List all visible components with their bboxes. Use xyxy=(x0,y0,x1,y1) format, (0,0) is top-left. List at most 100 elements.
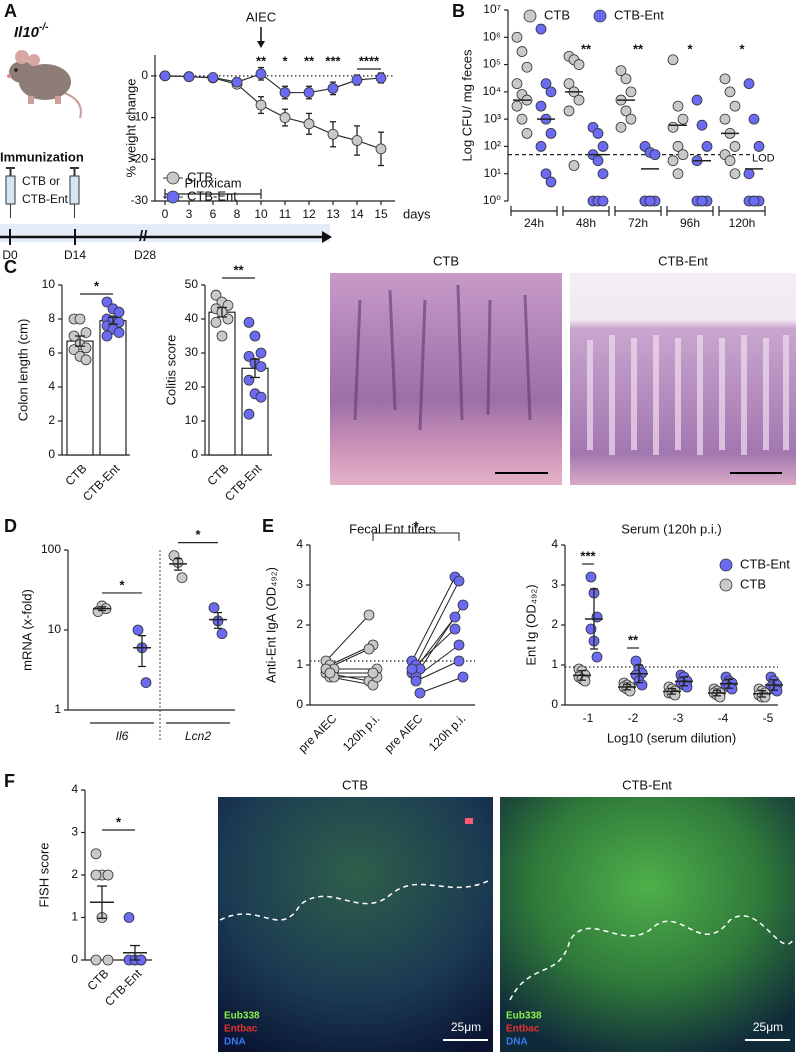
x-tick-label: 0 xyxy=(162,207,169,221)
data-point xyxy=(592,155,604,167)
chart-title: Serum (120h p.i.) xyxy=(621,521,721,536)
y-tick-label: 4 xyxy=(48,379,55,393)
y-axis-label: mRNA (x-fold) xyxy=(19,589,34,671)
significance: * xyxy=(282,53,288,68)
y-tick-label: 1 xyxy=(54,702,61,716)
legend-label: CTB-Ent xyxy=(187,188,237,203)
data-point xyxy=(243,374,255,386)
x-tick-label: Lcn2 xyxy=(185,729,211,743)
x-tick-label: 120h p.i. xyxy=(340,711,382,753)
panel-letter: A xyxy=(4,1,17,21)
data-point xyxy=(724,155,736,167)
data-point xyxy=(677,149,689,161)
data-point xyxy=(249,330,261,342)
x-tick-label: 96h xyxy=(680,216,700,230)
chart-title: Fecal Ent titers xyxy=(349,521,436,536)
data-point xyxy=(101,296,113,308)
y-tick-label: 10⁷ xyxy=(483,2,501,16)
data-point xyxy=(255,99,267,111)
y-tick-label: 2 xyxy=(551,617,558,631)
data-point xyxy=(597,168,609,180)
x-tick-label: 24h xyxy=(524,216,544,230)
data-point xyxy=(101,330,113,342)
data-point xyxy=(667,121,679,133)
y-tick-label: 0 xyxy=(71,952,78,966)
x-tick-label: -1 xyxy=(583,711,594,725)
y-tick-label: 3 xyxy=(71,825,78,839)
data-point xyxy=(696,195,708,207)
data-point xyxy=(324,667,336,679)
data-point xyxy=(80,354,92,366)
panel-letter: F xyxy=(4,771,15,791)
x-tick-label: 11 xyxy=(279,207,292,221)
legend-swatch xyxy=(166,190,180,204)
x-tick-label: 72h xyxy=(628,216,648,230)
x-tick-label: 48h xyxy=(576,216,596,230)
legend-swatch xyxy=(166,171,180,185)
y-tick-label: 3 xyxy=(296,577,303,591)
syringe xyxy=(5,167,80,218)
x-axis-label: days xyxy=(403,206,431,221)
event-arrowhead xyxy=(257,41,265,48)
data-point xyxy=(243,408,255,420)
data-point xyxy=(625,113,637,125)
data-point xyxy=(545,86,557,98)
y-axis-label: Ent Ig (OD₄₉₂) xyxy=(523,584,538,665)
data-point xyxy=(255,68,267,80)
series-line xyxy=(164,73,382,94)
y-tick-label: 10⁴ xyxy=(482,84,501,98)
x-tick-label: CTB xyxy=(204,461,231,488)
data-point xyxy=(729,168,741,180)
data-point xyxy=(90,869,102,881)
stain-label: Eub338 xyxy=(224,1011,260,1022)
data-point xyxy=(457,671,469,683)
timeline-arrow xyxy=(322,231,332,243)
data-point xyxy=(113,306,125,318)
data-point xyxy=(216,330,228,342)
data-point xyxy=(457,599,469,611)
data-point xyxy=(563,78,575,90)
gene: Il10 xyxy=(14,24,40,41)
data-point xyxy=(563,105,575,117)
significance: ** xyxy=(628,632,639,647)
data-point xyxy=(414,687,426,699)
data-point xyxy=(123,912,135,923)
data-point xyxy=(724,86,736,98)
data-point xyxy=(585,571,597,583)
y-tick-label: 6 xyxy=(48,345,55,359)
y-tick-label: 20 xyxy=(185,379,199,393)
x-tick-label: 10 xyxy=(254,207,268,221)
x-tick-label: 12 xyxy=(302,207,316,221)
data-point xyxy=(255,347,267,359)
x-tick-label: CTB-Ent xyxy=(80,461,123,504)
x-tick-label: 13 xyxy=(326,207,340,221)
vaccine-label: CTB or xyxy=(22,174,60,188)
fish-image: Eub338 Entbac DNA 25μm xyxy=(218,797,493,1052)
significance: * xyxy=(119,577,125,592)
data-point xyxy=(375,72,387,84)
data-point xyxy=(667,54,679,66)
y-tick-label: 2 xyxy=(71,867,78,881)
y-axis-label: FISH score xyxy=(36,842,51,907)
reference-label: LOD xyxy=(752,153,775,165)
stain-label: Entbac xyxy=(506,1024,540,1035)
data-point xyxy=(592,128,604,139)
data-point xyxy=(573,59,585,70)
significance: * xyxy=(94,278,100,293)
data-point xyxy=(210,289,222,301)
data-point xyxy=(729,100,741,112)
data-point xyxy=(511,31,523,43)
data-point xyxy=(649,149,661,161)
timeline-title: Immunization xyxy=(0,149,84,164)
data-point xyxy=(80,327,92,339)
data-point xyxy=(363,643,375,655)
y-tick-label: 100 xyxy=(41,542,61,556)
x-tick-label: pre AIEC xyxy=(382,711,426,755)
significance: *** xyxy=(325,53,341,68)
mouse-strain: Il10-/- xyxy=(14,22,49,41)
y-axis-label: Colon length (cm) xyxy=(15,319,30,422)
data-point xyxy=(753,141,765,152)
y-tick-label: 1 xyxy=(296,657,303,671)
significance: ** xyxy=(233,262,244,277)
fish-image: Eub338 Entbac DNA 25μm xyxy=(500,797,795,1052)
